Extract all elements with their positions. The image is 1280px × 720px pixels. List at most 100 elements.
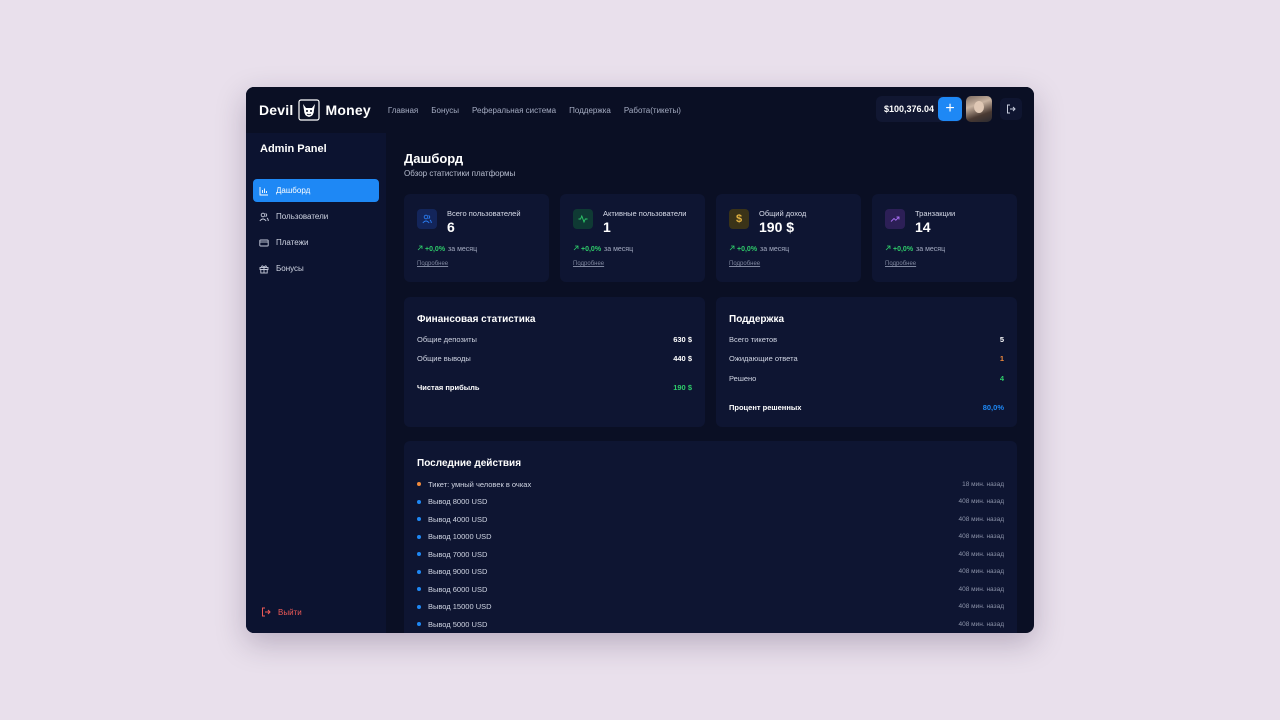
gift-icon — [259, 264, 269, 274]
finance-row-label: Общие выводы — [417, 354, 471, 363]
status-dot-icon — [417, 534, 421, 539]
logout-icon — [261, 607, 271, 617]
credit-card-icon — [259, 238, 269, 248]
activity-row: Вывод 7000 USD 408 мин. назад — [417, 548, 1004, 560]
details-link[interactable]: Подробнее — [729, 261, 761, 267]
activity-icon — [573, 209, 593, 229]
activity-time: 408 мин. назад — [958, 620, 1004, 628]
stat-change-period: за месяц — [916, 245, 946, 253]
sidebar-logout-button[interactable]: Выйти — [261, 607, 302, 617]
support-row-value: 4 — [999, 374, 1004, 383]
sidebar-item-label: Дашборд — [276, 186, 311, 195]
activity-row: Вывод 15000 USD 408 мин. назад — [417, 601, 1004, 613]
nav-tickets[interactable]: Работа(тикеты) — [623, 105, 681, 115]
users-icon — [259, 212, 269, 222]
sidebar-title: Admin Panel — [260, 143, 327, 155]
stat-change-period: за месяц — [604, 245, 634, 253]
nav-support[interactable]: Поддержка — [569, 105, 611, 115]
activity-row: Тикет: умный человек в очках 18 мин. наза… — [417, 478, 1004, 490]
balance-widget: $100,376.04 + — [875, 96, 962, 122]
main-content: Дашборд Обзор статистики платформы Всего… — [386, 133, 1034, 633]
activity-text: Вывод 9000 USD — [428, 567, 488, 576]
details-link[interactable]: Подробнее — [885, 261, 917, 267]
app-window: Devil Money Главная Бонусы Реферальная с… — [246, 87, 1034, 633]
activity-text: Вывод 15000 USD — [428, 602, 492, 611]
status-dot-icon — [417, 604, 421, 609]
activity-time: 408 мин. назад — [958, 533, 1004, 540]
activity-text: Вывод 5000 USD — [428, 619, 488, 629]
stat-change: +0,0% за месяц — [417, 245, 477, 253]
status-dot-icon — [417, 587, 421, 591]
recent-activity-card: Последние действия Тикет: умный человек … — [404, 441, 1017, 633]
page-subtitle: Обзор статистики платформы — [404, 169, 516, 178]
logout-label: Выйти — [278, 607, 302, 617]
activity-time: 408 мин. назад — [958, 498, 1004, 505]
stat-value: 1 — [603, 219, 611, 235]
sidebar-item-payments[interactable]: Платежи — [253, 231, 379, 254]
activity-time: 408 мин. назад — [958, 550, 1004, 558]
sidebar-item-dashboard[interactable]: Дашборд — [253, 179, 379, 202]
activity-row: Вывод 8000 USD 408 мин. назад — [417, 496, 1004, 508]
finance-row-label: Общие депозиты — [417, 335, 477, 344]
logo[interactable]: Devil Money — [259, 98, 371, 122]
activity-time: 408 мин. назад — [958, 568, 1004, 575]
sidebar-item-users[interactable]: Пользователи — [253, 205, 379, 228]
nav-bonuses[interactable]: Бонусы — [431, 105, 460, 115]
arrow-up-right-icon — [573, 245, 579, 253]
support-row-label: Решено — [729, 374, 757, 383]
activity-text: Вывод 6000 USD — [428, 584, 488, 594]
stat-label: Активные пользователи — [603, 209, 687, 218]
activity-text: Вывод 8000 USD — [428, 497, 488, 506]
add-funds-button[interactable]: + — [938, 97, 962, 121]
users-icon — [417, 209, 437, 229]
activity-text: Вывод 4000 USD — [428, 514, 488, 524]
top-header: Devil Money Главная Бонусы Реферальная с… — [246, 87, 1034, 133]
arrow-up-right-icon — [885, 245, 891, 253]
net-profit-value: 190 $ — [673, 383, 692, 392]
stat-change: +0,0% за месяц — [729, 245, 789, 253]
status-dot-icon — [417, 622, 421, 626]
stat-change-percent: +0,0% — [581, 245, 602, 253]
nav-referral[interactable]: Реферальная система — [472, 105, 557, 115]
finance-title: Финансовая статистика — [417, 314, 536, 325]
trending-up-icon — [885, 209, 905, 229]
dollar-icon: $ — [729, 209, 749, 229]
stat-value: 190 $ — [759, 219, 795, 235]
stat-change-percent: +0,0% — [425, 245, 446, 253]
stat-value: 6 — [447, 219, 455, 235]
status-dot-icon — [417, 499, 421, 504]
stat-label: Транзакции — [915, 209, 956, 218]
stat-card-active-users: Активные пользователи 1 +0,0% за месяц П… — [560, 194, 705, 282]
resolved-percent-value: 80,0% — [982, 403, 1004, 412]
avatar[interactable] — [966, 96, 992, 122]
balance-amount: $100,376.04 — [883, 104, 934, 114]
support-title: Поддержка — [729, 314, 785, 325]
stat-card-transactions: Транзакции 14 +0,0% за месяц Подробнее — [872, 194, 1017, 282]
finance-stats-card: Финансовая статистика Общие депозиты 630… — [404, 297, 705, 427]
activity-row: Вывод 4000 USD 408 мин. назад — [417, 513, 1004, 525]
logout-icon[interactable] — [1000, 98, 1022, 120]
details-link[interactable]: Подробнее — [417, 261, 449, 267]
finance-row-value: 440 $ — [673, 354, 692, 363]
stat-card-total-income: $ Общий доход 190 $ +0,0% за месяц Подро… — [716, 194, 861, 282]
finance-row-value: 630 $ — [673, 335, 692, 344]
header-actions: $100,376.04 + — [875, 96, 1022, 122]
arrow-up-right-icon — [417, 245, 423, 253]
stat-label: Общий доход — [759, 209, 807, 218]
status-dot-icon — [417, 482, 421, 486]
stat-change-period: за месяц — [448, 245, 478, 253]
details-link[interactable]: Подробнее — [573, 261, 605, 267]
activity-row: Вывод 5000 USD 408 мин. назад — [417, 618, 1004, 630]
nav-home[interactable]: Главная — [387, 105, 419, 115]
sidebar-item-label: Пользователи — [276, 212, 329, 221]
stat-change-percent: +0,0% — [893, 245, 914, 253]
activity-time: 408 мин. назад — [958, 603, 1004, 610]
status-dot-icon — [417, 569, 421, 574]
net-profit-label: Чистая прибыль — [417, 383, 480, 392]
page-title: Дашборд — [404, 151, 464, 166]
activity-title: Последние действия — [417, 458, 522, 469]
stat-change-period: за месяц — [760, 245, 790, 253]
activity-row: Вывод 6000 USD 408 мин. назад — [417, 583, 1004, 595]
sidebar-item-bonuses[interactable]: Бонусы — [253, 257, 379, 280]
bar-chart-icon — [259, 186, 269, 196]
